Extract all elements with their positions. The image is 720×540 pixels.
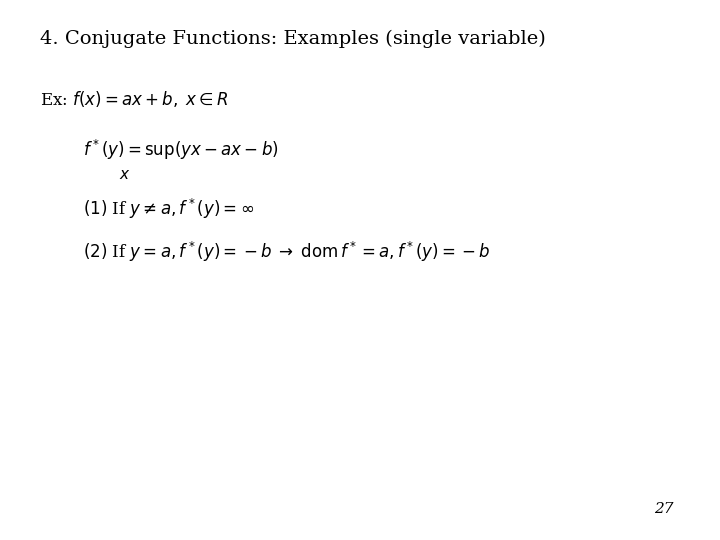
Text: $(2)$ If $y = a, f^*(y) = -b \; \rightarrow \; \mathrm{dom}\, f^* = a, f^*(y) = : $(2)$ If $y = a, f^*(y) = -b \; \rightar… <box>83 240 490 265</box>
Text: 4. Conjugate Functions: Examples (single variable): 4. Conjugate Functions: Examples (single… <box>40 30 545 48</box>
Text: $f^*(y) = \mathrm{sup}(yx - ax - b)$: $f^*(y) = \mathrm{sup}(yx - ax - b)$ <box>83 138 279 162</box>
Text: Ex: $f(x) = ax + b, \; x \in R$: Ex: $f(x) = ax + b, \; x \in R$ <box>40 89 228 109</box>
Text: 27: 27 <box>654 502 673 516</box>
Text: $x$: $x$ <box>119 168 130 183</box>
Text: $(1)$ If $y \neq a, f^*(y) = \infty$: $(1)$ If $y \neq a, f^*(y) = \infty$ <box>83 197 254 221</box>
